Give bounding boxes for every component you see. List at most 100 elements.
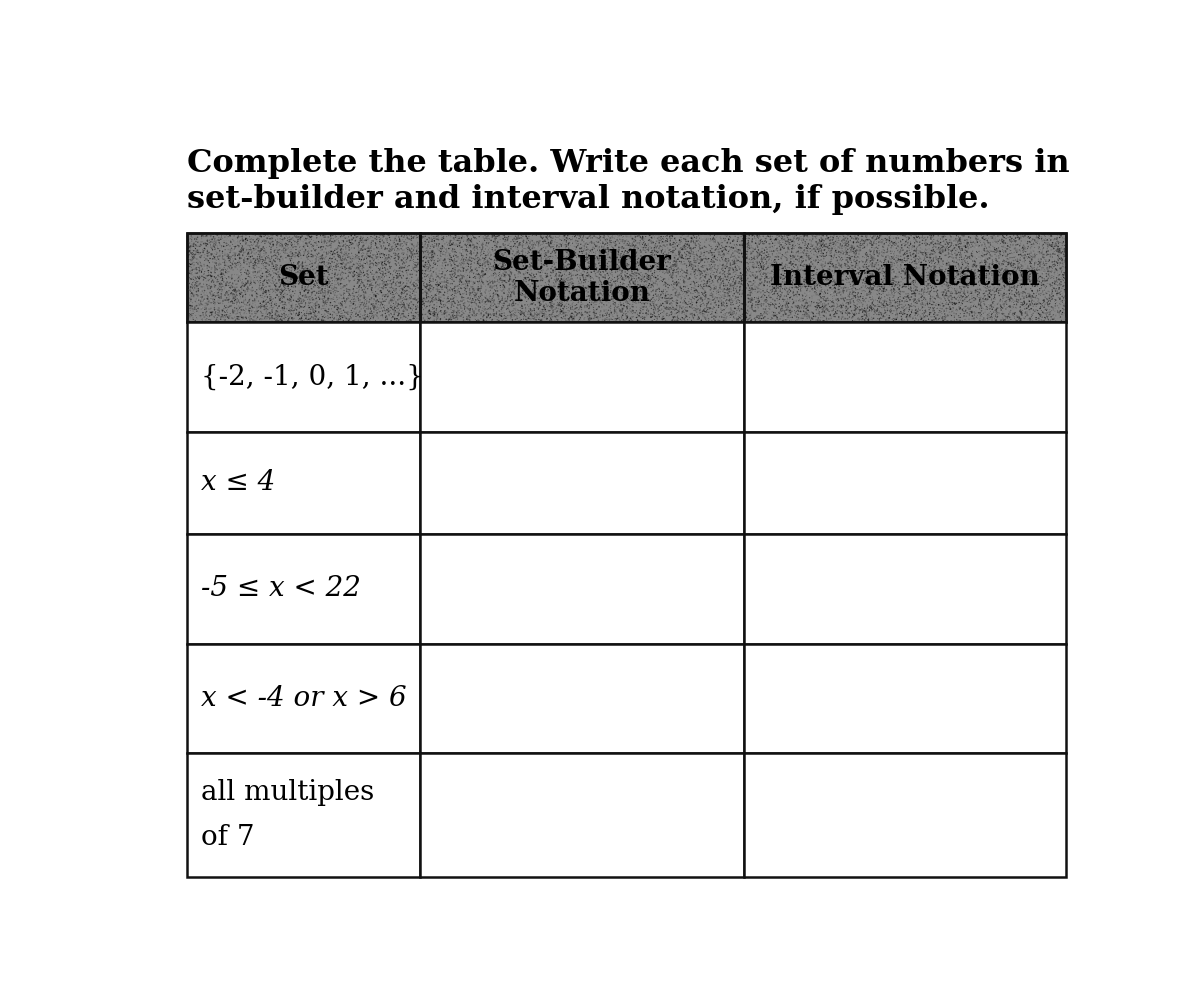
Point [481,259,500,275]
Point [551,251,570,267]
Point [886,238,905,254]
Point [967,271,986,287]
Point [404,310,424,326]
Point [349,304,368,320]
Point [583,252,602,268]
Point [396,254,415,270]
Point [264,237,283,253]
Point [529,308,548,324]
Point [731,282,750,298]
Point [612,250,631,266]
Point [794,245,814,261]
Point [368,271,388,287]
Point [804,307,823,323]
Point [875,292,894,308]
Point [1050,285,1069,301]
Point [532,260,551,276]
Point [198,296,217,312]
Point [646,275,665,291]
Point [816,239,835,255]
Point [800,273,820,289]
Point [500,264,520,280]
Point [221,252,240,268]
Point [634,280,653,296]
Point [894,235,913,251]
Point [314,285,334,301]
Point [917,278,936,294]
Point [671,245,690,261]
Point [413,276,432,292]
Point [192,301,211,317]
Point [522,309,541,325]
Point [493,267,512,283]
Point [582,271,601,287]
Point [486,306,505,322]
Point [436,236,455,252]
Point [548,300,568,316]
Point [276,231,295,247]
Point [641,263,660,279]
Point [594,301,613,317]
Point [719,282,738,298]
Point [455,275,474,291]
Point [996,268,1015,284]
Point [990,257,1009,273]
Point [374,300,394,316]
Point [359,273,378,289]
Point [276,241,295,257]
Point [1054,241,1073,257]
Point [439,266,458,282]
Point [878,312,898,328]
Point [1003,234,1022,250]
Point [862,252,881,268]
Point [905,258,924,274]
Point [983,286,1002,302]
Point [820,232,839,248]
Point [730,289,749,305]
Point [872,244,892,260]
Point [236,275,256,291]
Point [1021,242,1040,258]
Point [356,278,376,294]
Point [842,243,862,259]
Point [1019,239,1038,255]
Point [796,246,815,262]
Point [701,282,720,298]
Point [842,286,862,302]
Point [602,245,622,261]
Point [302,287,322,303]
Point [452,306,472,322]
Point [889,248,908,264]
Point [666,312,685,328]
Point [720,281,739,297]
Point [290,275,310,291]
Point [420,302,439,318]
Point [906,277,925,293]
Point [754,295,773,311]
Point [724,262,743,278]
Point [451,295,470,311]
Point [308,289,328,305]
Point [876,312,895,328]
Point [490,293,509,309]
Point [988,234,1007,250]
Point [551,243,570,259]
Point [905,262,924,278]
Point [559,296,578,312]
Point [781,304,800,320]
Bar [187,234,420,322]
Point [589,307,608,323]
Point [718,245,737,261]
Point [703,232,722,248]
Point [965,264,984,280]
Point [932,310,952,326]
Point [919,258,938,274]
Point [875,266,894,282]
Point [522,296,541,312]
Point [223,256,242,272]
Point [984,264,1003,280]
Point [266,282,286,298]
Point [901,276,920,292]
Point [280,263,299,279]
Point [516,282,535,298]
